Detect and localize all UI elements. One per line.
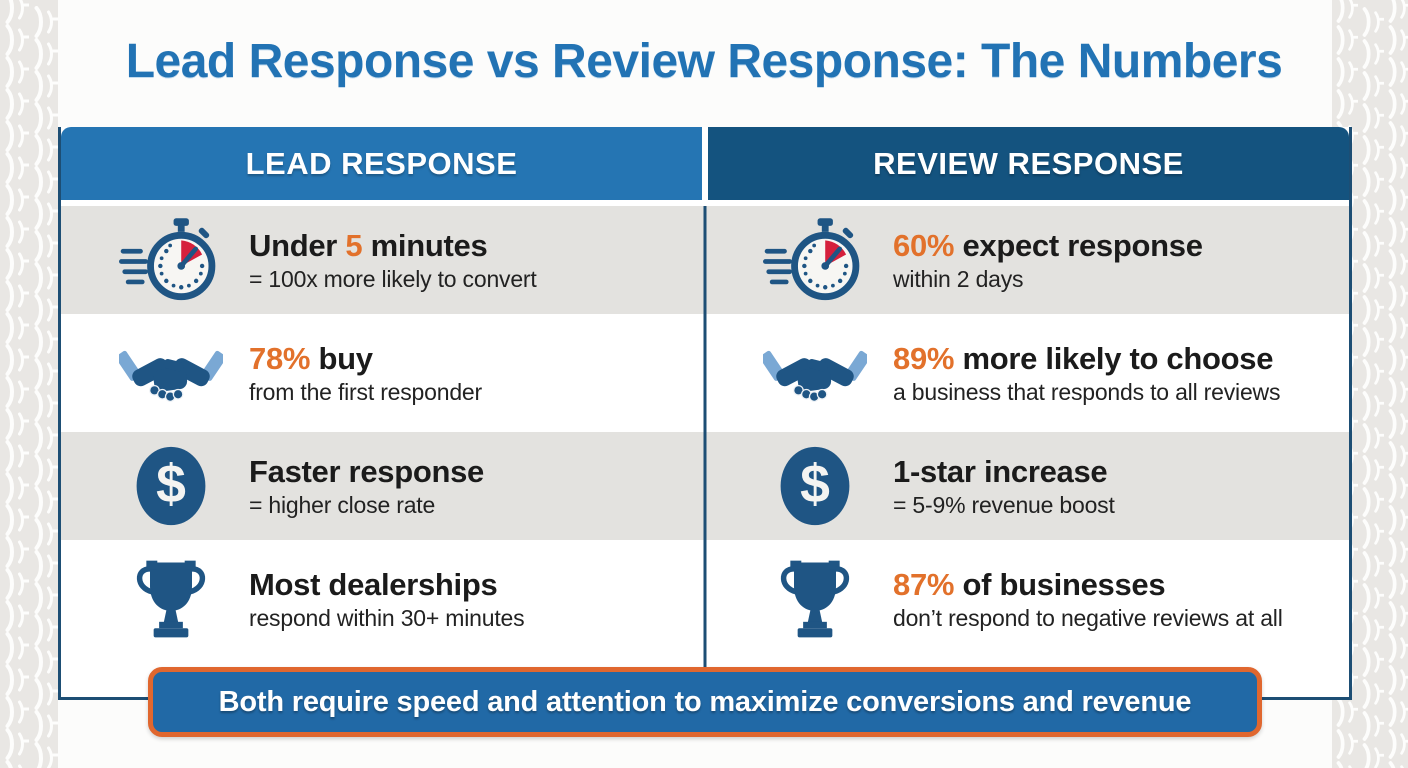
table-row-buy-choose: 78% buy from the first responder 89% mor… [61, 319, 1349, 427]
tire-tread-left [0, 0, 58, 768]
column-divider [703, 206, 707, 697]
comparison-table: LEAD RESPONSE REVIEW RESPONSE Under 5 mi… [58, 127, 1352, 700]
dollar-icon [119, 442, 223, 530]
cell-lead-78-buy: 78% buy from the first responder [61, 319, 705, 427]
stat-title: Faster response [249, 453, 484, 489]
stat-subtitle: within 2 days [893, 265, 1024, 292]
table-row-response-time: Under 5 minutes = 100x more likely to co… [61, 206, 1349, 314]
column-headers: LEAD RESPONSE REVIEW RESPONSE [61, 127, 1349, 200]
stat-subtitle: a business that responds to all reviews [893, 378, 1281, 405]
stat-subtitle: = higher close rate [249, 491, 436, 518]
page-title: Lead Response vs Review Response: The Nu… [125, 35, 1283, 88]
handshake-icon [763, 336, 867, 410]
stat-subtitle: = 5-9% revenue boost [893, 491, 1115, 518]
stat-subtitle: don’t respond to negative reviews at all [893, 604, 1283, 631]
stat-title: Most dealerships [249, 566, 498, 602]
cell-review-1-star-increase: 1-star increase = 5-9% revenue boost [705, 432, 1349, 540]
stat-title: 87% of businesses [893, 566, 1166, 602]
stat-text: 1-star increase = 5-9% revenue boost [893, 454, 1115, 518]
stat-text: Most dealerships respond within 30+ minu… [249, 566, 525, 631]
stat-text: 87% of businesses don’t respond to negat… [893, 567, 1283, 631]
stopwatch-icon [763, 217, 867, 303]
stat-subtitle: = 100x more likely to convert [249, 265, 537, 292]
header-review-response: REVIEW RESPONSE [708, 127, 1349, 200]
dollar-icon [763, 442, 867, 530]
stat-text: 60% expect response within 2 days [893, 228, 1203, 292]
trophy-icon [763, 557, 867, 641]
stat-text: 89% more likely to choose a business tha… [893, 341, 1280, 405]
table-row-most: Most dealerships respond within 30+ minu… [61, 545, 1349, 653]
header-lead-response: LEAD RESPONSE [61, 127, 702, 200]
cell-review-89-more-likely: 89% more likely to choose a business tha… [705, 319, 1349, 427]
cell-review-60-expect-response: 60% expect response within 2 days [705, 206, 1349, 314]
stopwatch-icon [119, 217, 223, 303]
stat-subtitle: from the first responder [249, 378, 482, 405]
stat-title: 60% expect response [893, 227, 1203, 263]
cell-lead-under-5-minutes: Under 5 minutes = 100x more likely to co… [61, 206, 705, 314]
stat-text: 78% buy from the first responder [249, 341, 482, 405]
stat-title: 89% more likely to choose [893, 340, 1274, 376]
stat-title: 1-star increase [893, 453, 1108, 489]
stat-text: Under 5 minutes = 100x more likely to co… [249, 228, 537, 292]
handshake-icon [119, 336, 223, 410]
banner-text: Both require speed and attention to maxi… [218, 685, 1192, 718]
stat-text: Faster response = higher close rate [249, 454, 484, 518]
cell-lead-faster-response: Faster response = higher close rate [61, 432, 705, 540]
cell-review-87-of-businesses: 87% of businesses don’t respond to negat… [705, 545, 1349, 653]
stat-title: Under 5 minutes [249, 227, 488, 263]
bottom-banner: Both require speed and attention to maxi… [148, 667, 1262, 737]
stat-title: 78% buy [249, 340, 373, 376]
trophy-icon [119, 557, 223, 641]
stat-subtitle: respond within 30+ minutes [249, 604, 525, 631]
cell-lead-most-dealerships: Most dealerships respond within 30+ minu… [61, 545, 705, 653]
